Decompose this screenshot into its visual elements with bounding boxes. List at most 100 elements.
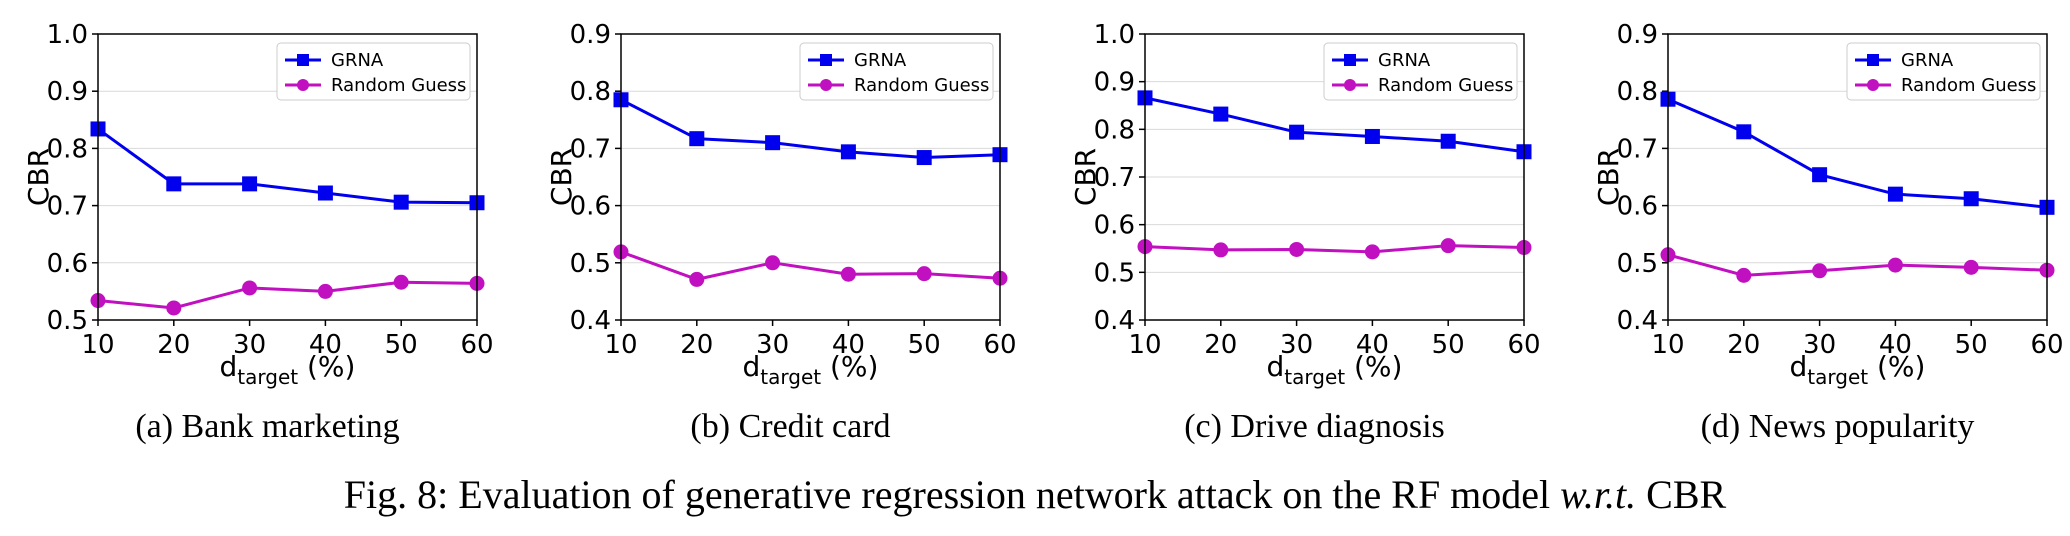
data-point-random-guess — [1289, 241, 1305, 257]
x-axis-label-main: d — [1790, 350, 1808, 383]
x-tick-label: 40 — [832, 330, 865, 360]
x-tick-label: 30 — [233, 330, 266, 360]
y-tick-label: 1.0 — [1094, 20, 1135, 50]
subfigure-caption: (d) News popularity — [1701, 408, 1975, 445]
x-axis-label-sub: target — [1284, 365, 1345, 389]
data-point-grna — [1812, 167, 1828, 183]
x-tick-label: 10 — [1128, 330, 1161, 360]
y-tick-label: 0.6 — [47, 249, 88, 279]
y-tick-label: 0.4 — [1617, 306, 1658, 336]
legend-label: Random Guess — [854, 75, 989, 96]
subfigure-caption: (a) Bank marketing — [135, 408, 399, 445]
y-axis-label: CBR — [22, 148, 55, 206]
x-tick-label: 30 — [756, 330, 789, 360]
data-point-random-guess — [1736, 267, 1752, 283]
data-point-random-guess — [242, 280, 258, 296]
x-axis-label-sub: target — [237, 365, 298, 389]
plot-frame — [1667, 33, 2048, 321]
data-point-random-guess — [1364, 244, 1380, 260]
x-tick-label: 30 — [1280, 330, 1313, 360]
chart-panels: 0.5 0.6 0.7 0.8 0.9 1.0 10 20 30 40 50 60 GRNA Random… — [22, 20, 2064, 445]
y-tick-label: 0.5 — [1617, 249, 1658, 279]
y-axis-label: CBR — [545, 148, 578, 206]
x-axis-label: dtarget (%) — [1267, 350, 1403, 389]
y-tick-label: 0.9 — [1617, 20, 1658, 50]
y-tick-label: 0.7 — [570, 134, 611, 164]
series-line-random-guess — [1667, 253, 2048, 277]
data-point-grna — [1963, 191, 1979, 207]
x-axis-label-sub: target — [760, 365, 821, 389]
data-point-random-guess — [1887, 257, 1903, 273]
data-point-random-guess — [1963, 259, 1979, 275]
data-point-grna — [317, 185, 333, 201]
legend-label: Random Guess — [1378, 75, 1513, 96]
chart-panel-2: 0.4 0.5 0.6 0.7 0.8 0.9 10 20 30 40 50 60 GRNA Random… — [545, 20, 1017, 445]
plot-frame — [97, 33, 478, 321]
legend-label: Random Guess — [1901, 75, 2036, 96]
x-tick-label: 50 — [385, 330, 418, 360]
y-tick-label: 0.7 — [47, 192, 88, 222]
legend-marker-random-guess — [820, 79, 832, 91]
x-axis-label-unit: (%) — [298, 350, 355, 383]
legend-label: GRNA — [331, 50, 384, 71]
y-tick-label: 0.5 — [570, 249, 611, 279]
data-point-grna — [1213, 106, 1229, 122]
data-point-grna — [1440, 133, 1456, 149]
legend-label: GRNA — [1378, 50, 1431, 71]
y-tick-label: 0.8 — [47, 134, 88, 164]
y-tick-label: 0.9 — [1094, 68, 1135, 98]
series-line-grna — [1667, 97, 2048, 209]
data-point-grna — [916, 150, 932, 166]
x-tick-label: 40 — [1356, 330, 1389, 360]
x-axis-label: dtarget (%) — [220, 350, 356, 389]
data-point-grna — [393, 194, 409, 210]
data-point-grna — [765, 135, 781, 151]
legend-box — [1846, 42, 2041, 101]
subfigure-caption: (b) Credit card — [690, 408, 890, 445]
x-tick-label: 40 — [309, 330, 342, 360]
data-point-random-guess — [916, 266, 932, 282]
x-tick-label: 10 — [81, 330, 114, 360]
legend-box — [799, 42, 994, 101]
x-tick-label: 20 — [1727, 330, 1760, 360]
data-point-random-guess — [1213, 242, 1229, 258]
x-axis-label-sub: target — [1807, 365, 1868, 389]
series-line-random-guess — [1144, 244, 1525, 254]
legend-marker-grna — [820, 54, 832, 66]
x-tick-label: 10 — [604, 330, 637, 360]
y-tick-label: 0.7 — [1094, 163, 1135, 193]
x-tick-label: 20 — [680, 330, 713, 360]
data-point-grna — [840, 144, 856, 160]
y-tick-label: 0.9 — [47, 77, 88, 107]
x-tick-label: 60 — [2030, 330, 2063, 360]
y-axis-label: CBR — [1069, 148, 1102, 206]
x-tick-label: 50 — [908, 330, 941, 360]
legend-label: GRNA — [854, 50, 907, 71]
y-tick-label: 0.6 — [1617, 192, 1658, 222]
series-line-grna — [620, 98, 1001, 160]
y-tick-label: 0.8 — [1617, 77, 1658, 107]
series-line-grna — [97, 127, 478, 205]
series-line-random-guess — [97, 280, 478, 310]
x-axis-label: dtarget (%) — [743, 350, 879, 389]
data-point-random-guess — [1812, 263, 1828, 279]
chart-panel-1: 0.5 0.6 0.7 0.8 0.9 1.0 10 20 30 40 50 60 GRNA Random… — [22, 20, 494, 445]
x-axis-label-main: d — [743, 350, 761, 383]
x-tick-label: 20 — [157, 330, 190, 360]
y-tick-label: 0.6 — [1094, 211, 1135, 241]
figure-caption: Fig. 8: Evaluation of generative regress… — [344, 472, 1727, 517]
x-axis-label-unit: (%) — [1345, 350, 1402, 383]
data-point-random-guess — [765, 255, 781, 271]
x-axis-label-main: d — [1267, 350, 1285, 383]
legend-marker-random-guess — [1344, 79, 1356, 91]
data-point-grna — [1364, 128, 1380, 144]
plot-frame — [1144, 33, 1525, 321]
plot-frame — [620, 33, 1001, 321]
data-point-grna — [166, 176, 182, 192]
data-point-random-guess — [689, 271, 705, 287]
legend-label: Random Guess — [331, 75, 466, 96]
x-axis-label: dtarget (%) — [1790, 350, 1926, 389]
legend-marker-grna — [1344, 54, 1356, 66]
y-tick-label: 0.4 — [1094, 306, 1135, 336]
